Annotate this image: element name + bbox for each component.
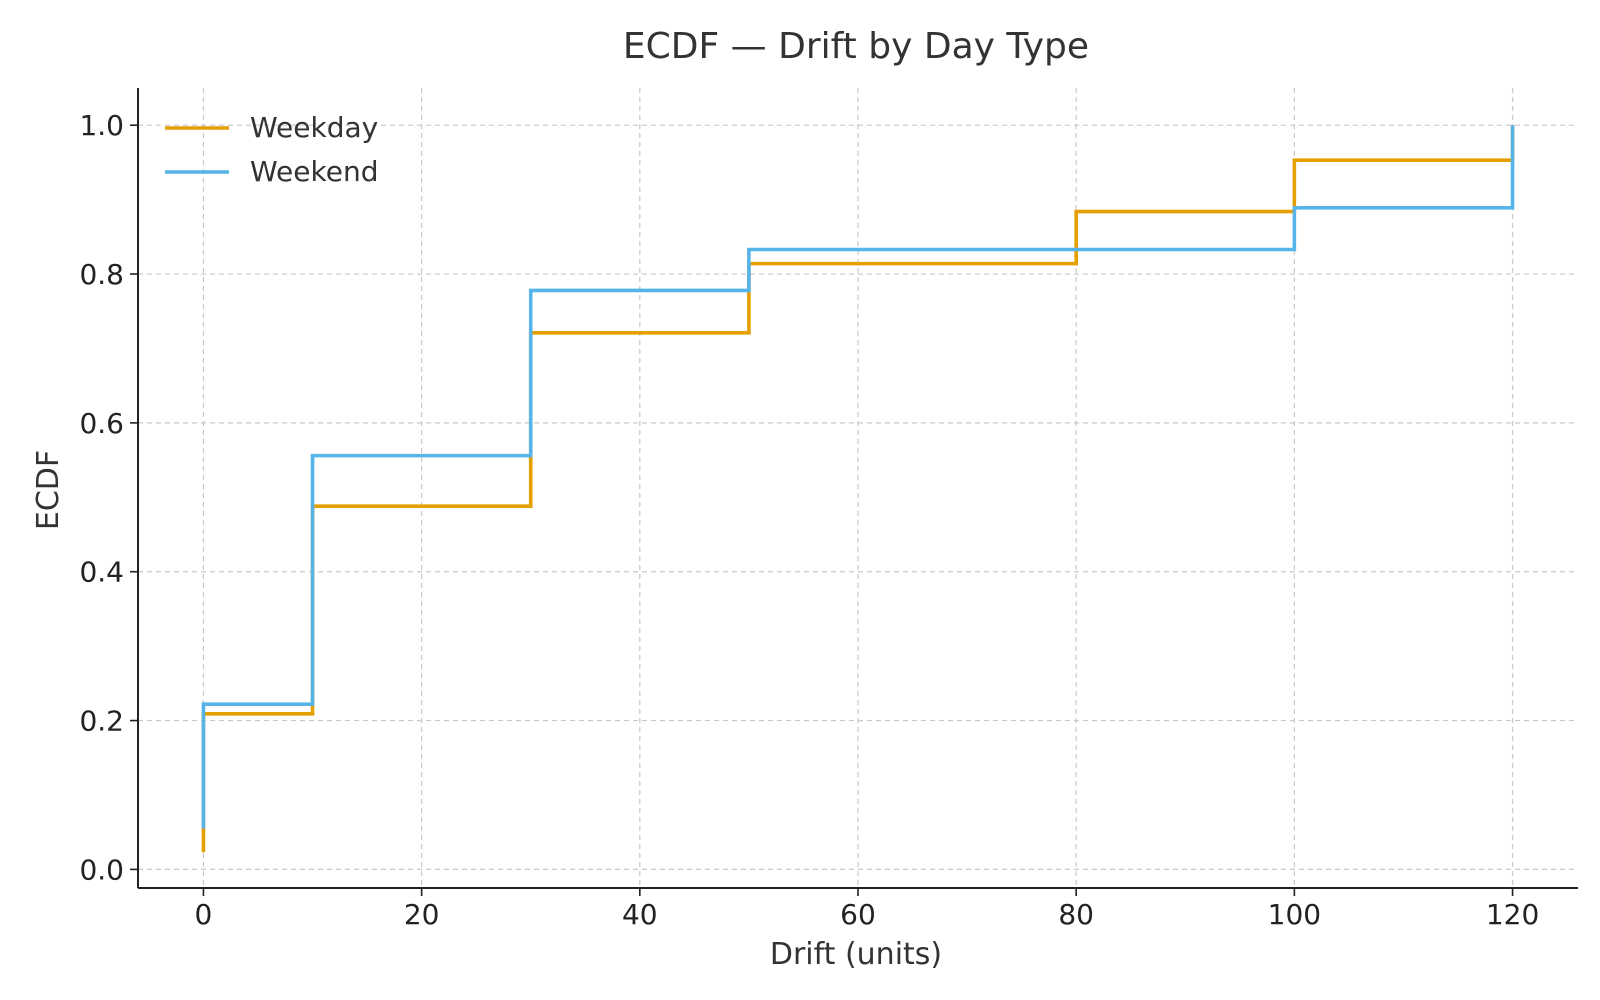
- x-tick-label: 80: [1058, 898, 1094, 931]
- chart-title: ECDF — Drift by Day Type: [623, 26, 1089, 67]
- legend: Weekday Weekend: [165, 111, 378, 188]
- x-tick-label: 20: [404, 898, 440, 931]
- series-weekend-line: [201, 125, 1515, 829]
- y-tick-label: 1.0: [79, 109, 124, 142]
- legend-label-weekend: Weekend: [250, 155, 378, 188]
- legend-label-weekday: Weekday: [250, 111, 378, 144]
- y-axis-title: ECDF: [31, 450, 66, 530]
- grid: [138, 88, 1578, 888]
- x-tick-label: 60: [840, 898, 876, 931]
- y-tick-label: 0.6: [79, 407, 124, 440]
- x-tick-label: 0: [195, 898, 213, 931]
- y-tick-label: 0.8: [79, 258, 124, 291]
- ticks: 0 20 40 60 80 100 120 0.0 0.2 0.4 0.6 0.8 1.0: [79, 109, 1539, 931]
- x-tick-label: 120: [1486, 898, 1539, 931]
- x-axis-title: Drift (units): [770, 937, 942, 972]
- x-tick-label: 40: [622, 898, 658, 931]
- series-layer: [201, 125, 1515, 853]
- y-tick-label: 0.4: [79, 556, 124, 589]
- y-tick-label: 0.0: [79, 853, 124, 886]
- x-tick-label: 100: [1268, 898, 1321, 931]
- y-tick-label: 0.2: [79, 705, 124, 738]
